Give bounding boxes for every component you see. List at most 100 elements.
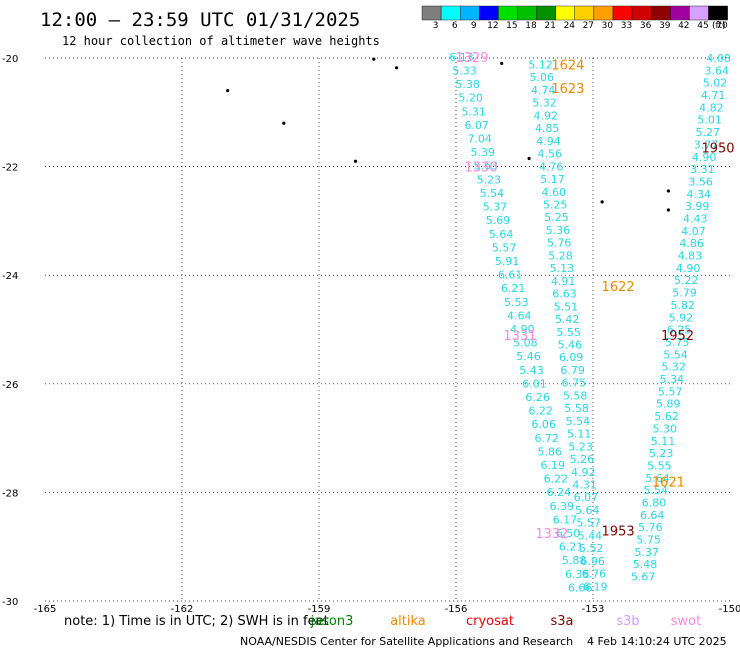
wave-height-value: 5.27 xyxy=(696,126,721,139)
colorbar-label: 30 xyxy=(602,21,614,31)
wave-height-value: 4.82 xyxy=(699,101,724,114)
island-marker xyxy=(666,189,671,193)
wave-height-value: 5.17 xyxy=(540,173,565,186)
wave-height-value: 5.37 xyxy=(635,546,660,559)
colorbar-swatch xyxy=(421,5,442,21)
wave-height-value: 4.92 xyxy=(571,466,596,479)
wave-height-value: 5.89 xyxy=(656,398,681,411)
wave-height-value: 6.21 xyxy=(501,282,526,295)
wave-height-value: 5.51 xyxy=(554,300,579,313)
credit-line: NOAA/NESDIS Center for Satellite Applica… xyxy=(240,635,573,648)
figure-title: 12:00 – 23:59 UTC 01/31/2025 xyxy=(40,9,360,31)
colorbar-swatch xyxy=(612,5,633,21)
wave-height-value: 5.31 xyxy=(461,105,486,118)
wave-height-value: 4.56 xyxy=(538,148,563,161)
wave-height-value: 3.99 xyxy=(685,200,710,213)
wave-height-value: 4.85 xyxy=(535,122,560,135)
colorbar-label: 6 xyxy=(452,21,458,31)
lat-tick-label: -26 xyxy=(2,380,18,391)
wave-height-value: 3.77 xyxy=(694,138,719,151)
satellite-legend-s3a: s3a xyxy=(550,614,573,629)
colorbar-label: 42 xyxy=(678,21,689,31)
wave-height-value: 5.22 xyxy=(674,274,699,287)
island-marker xyxy=(527,156,531,161)
generated-timestamp: 4 Feb 14:10:24 UTC 2025 xyxy=(587,635,727,648)
wave-height-value: 5.42 xyxy=(555,313,580,326)
wave-height-value: 5.32 xyxy=(661,361,686,374)
island-markers xyxy=(226,57,671,212)
wave-height-value: 4.07 xyxy=(681,225,706,238)
colorbar-label: 15 xyxy=(506,21,517,31)
wave-height-value: 5.58 xyxy=(564,402,589,415)
lat-tick-label: -24 xyxy=(2,271,18,282)
colorbar-label: 9 xyxy=(471,21,477,31)
wave-height-value: 6.17 xyxy=(553,513,578,526)
wave-height-value: 5.33 xyxy=(452,65,477,78)
colorbar-swatch xyxy=(593,5,614,21)
lat-tick-label: -30 xyxy=(2,597,18,608)
wave-height-value: 4.08 xyxy=(706,52,731,65)
wave-height-value: 5.34 xyxy=(660,373,685,386)
lat-tick-label: -22 xyxy=(2,163,18,174)
wave-height-value: 5.37 xyxy=(483,201,508,214)
pass-number-label: 1332 xyxy=(535,527,568,542)
wave-height-value: 5.69 xyxy=(486,214,511,227)
wave-height-value: 6.63 xyxy=(552,288,577,301)
wave-height-value: 4.64 xyxy=(507,309,532,322)
wave-height-value: 6.09 xyxy=(559,351,584,364)
wave-height-value: 5.75 xyxy=(636,534,661,547)
island-marker xyxy=(395,66,399,70)
wave-height-value: 6.25 xyxy=(667,324,692,337)
colorbar-swatch xyxy=(536,5,556,21)
lon-tick-label: -159 xyxy=(308,604,331,615)
wave-height-value: 3.64 xyxy=(705,64,730,77)
altimeter-tracks: 6.135.335.385.205.316.077.045.395.635.23… xyxy=(449,51,731,595)
wave-height-value: 5.88 xyxy=(562,554,587,567)
wave-height-value: 5.67 xyxy=(631,571,656,584)
wave-height-value: 5.26 xyxy=(570,453,595,466)
wave-height-value: 6.96 xyxy=(580,555,605,568)
lon-tick-label: -162 xyxy=(171,604,194,615)
wave-height-value: 4.90 xyxy=(510,323,535,336)
wave-height-value: 5.92 xyxy=(669,311,694,324)
wave-height-value: 5.57 xyxy=(658,385,683,398)
wave-height-value: 5.23 xyxy=(477,173,502,186)
wave-height-value: 5.46 xyxy=(516,350,541,363)
wave-height-value: 7.04 xyxy=(467,133,492,146)
lat-tick-label: -28 xyxy=(2,488,18,499)
lon-tick-label: -150 xyxy=(719,604,740,615)
wave-height-value: 5.02 xyxy=(703,77,728,90)
wave-height-value: 6.26 xyxy=(525,391,550,404)
lat-tick-label: -20 xyxy=(2,54,18,65)
track-1329: 6.135.335.385.205.316.077.045.395.635.23… xyxy=(449,51,592,595)
island-marker xyxy=(372,57,376,61)
wave-height-value: 5.55 xyxy=(556,326,581,339)
wave-height-value: 4.90 xyxy=(692,151,717,164)
satellite-legend: jason3 altika cryosat s3a s3b swot xyxy=(310,614,702,629)
wave-height-value: 6.21 xyxy=(559,541,584,554)
satellite-legend-swot: swot xyxy=(671,614,701,629)
colorbar-swatch xyxy=(555,5,576,21)
wave-height-value: 6.80 xyxy=(642,497,667,510)
wave-height-value: 5.30 xyxy=(653,422,678,435)
wave-height-value: 6.22 xyxy=(528,405,553,418)
wave-height-value: 5.57 xyxy=(576,517,601,530)
wave-height-value: 5.54 xyxy=(566,415,591,428)
wave-height-value: 6.19 xyxy=(583,580,608,593)
colorbar-swatch xyxy=(574,5,595,21)
wave-height-value: 5.91 xyxy=(495,255,520,268)
wave-height-value: 5.55 xyxy=(647,459,672,472)
pass-number-label: 1950 xyxy=(701,142,734,157)
wave-height-value: 5.38 xyxy=(455,78,480,91)
wave-height-value: 5.20 xyxy=(458,92,483,105)
colorbar-label: 24 xyxy=(564,21,576,31)
wave-height-value: 6.61 xyxy=(498,269,523,282)
colorbar-label: 70 xyxy=(716,21,728,31)
wave-height-value: 4.91 xyxy=(551,275,576,288)
axis-ticks: -165 -162 -159 -156 -153 -150 -20 -22 -24 -26 -28 -… xyxy=(2,54,740,615)
wave-height-value: 5.28 xyxy=(548,249,573,262)
wave-height-value: 5.39 xyxy=(471,146,496,159)
track-1952: 4.083.645.024.714.825.015.273.774.903.31… xyxy=(631,52,731,584)
pass-number-label: 1330 xyxy=(465,161,498,176)
wave-height-value: 5.01 xyxy=(697,114,722,127)
